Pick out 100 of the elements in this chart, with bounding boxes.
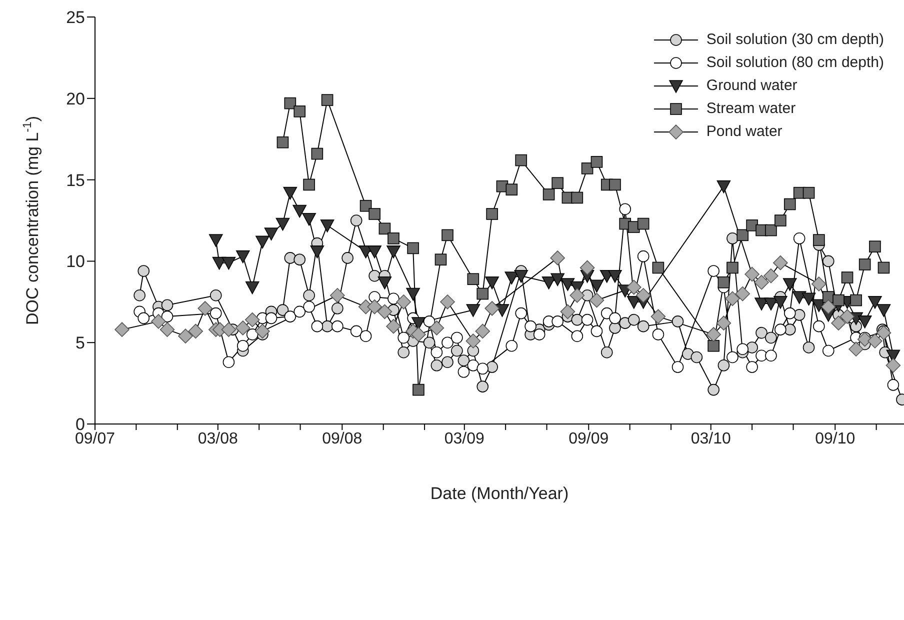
point xyxy=(388,232,400,244)
point xyxy=(350,325,362,338)
point xyxy=(294,306,306,318)
point xyxy=(652,328,664,340)
point xyxy=(244,312,260,328)
x-tick-label: 03/10 xyxy=(690,430,731,448)
point xyxy=(550,273,564,286)
point xyxy=(589,292,604,308)
point xyxy=(265,312,278,324)
point xyxy=(650,309,666,324)
point xyxy=(484,301,500,316)
point xyxy=(560,304,576,320)
point xyxy=(412,317,426,330)
point xyxy=(236,250,250,264)
point xyxy=(310,246,324,258)
point xyxy=(552,177,564,189)
point xyxy=(736,229,749,242)
point xyxy=(407,242,419,254)
point xyxy=(765,350,777,362)
point xyxy=(486,208,498,220)
point xyxy=(590,325,603,338)
point xyxy=(236,340,249,352)
point xyxy=(868,296,882,309)
point xyxy=(160,322,175,337)
point xyxy=(264,228,278,240)
point xyxy=(440,294,455,310)
point xyxy=(284,310,296,322)
x-axis-title: Date (Month/Year) xyxy=(430,484,569,503)
point xyxy=(858,316,872,328)
point xyxy=(608,270,622,283)
point xyxy=(377,304,392,320)
point xyxy=(506,184,518,196)
point xyxy=(774,324,786,336)
x-tick-label: 09/10 xyxy=(815,430,856,448)
point xyxy=(773,255,788,270)
point xyxy=(406,288,420,301)
point xyxy=(515,307,528,320)
point xyxy=(869,240,881,252)
point xyxy=(708,340,720,352)
point xyxy=(858,258,871,270)
point xyxy=(784,307,796,320)
x-tick-label: 09/09 xyxy=(568,430,609,448)
point xyxy=(542,188,555,200)
point xyxy=(626,280,642,295)
point xyxy=(609,312,621,324)
point xyxy=(590,156,603,168)
point xyxy=(368,208,380,220)
point xyxy=(367,299,382,314)
point xyxy=(784,198,796,210)
point xyxy=(434,254,447,266)
legend-label: Soil solution (30 cm depth) xyxy=(706,30,884,50)
point xyxy=(802,292,816,306)
point xyxy=(876,325,892,340)
point xyxy=(495,304,510,317)
point xyxy=(746,361,758,373)
point xyxy=(235,320,250,336)
point xyxy=(386,246,400,258)
x-tick-label: 03/08 xyxy=(198,430,238,448)
point xyxy=(245,281,260,294)
point xyxy=(735,286,750,302)
point xyxy=(832,294,844,306)
legend-label: Pond water xyxy=(706,122,782,142)
point xyxy=(848,342,864,357)
point xyxy=(514,270,528,283)
point xyxy=(412,384,424,396)
point xyxy=(276,218,290,231)
point xyxy=(886,358,901,373)
point xyxy=(774,296,788,309)
point xyxy=(442,229,454,242)
point xyxy=(222,356,235,368)
point xyxy=(726,262,738,274)
point xyxy=(764,268,778,284)
point xyxy=(672,361,684,373)
point xyxy=(850,294,862,306)
point xyxy=(330,288,345,303)
point xyxy=(311,148,324,160)
point xyxy=(744,266,760,282)
point xyxy=(114,322,130,337)
point xyxy=(222,256,236,270)
point xyxy=(725,291,740,306)
point xyxy=(765,224,777,236)
y-tick-label: 25 xyxy=(66,8,85,28)
point xyxy=(396,294,412,310)
point xyxy=(321,94,334,106)
point xyxy=(411,327,426,342)
point xyxy=(857,332,872,347)
point xyxy=(840,309,855,324)
point xyxy=(637,218,650,230)
point xyxy=(320,219,334,232)
point xyxy=(485,276,499,290)
point xyxy=(581,162,594,174)
y-tick-label: 15 xyxy=(66,170,85,190)
point xyxy=(813,234,825,246)
point xyxy=(303,178,315,191)
point xyxy=(458,366,470,378)
point xyxy=(138,312,150,324)
point xyxy=(466,304,480,317)
point xyxy=(178,328,193,344)
point xyxy=(718,276,730,288)
point xyxy=(736,343,749,356)
